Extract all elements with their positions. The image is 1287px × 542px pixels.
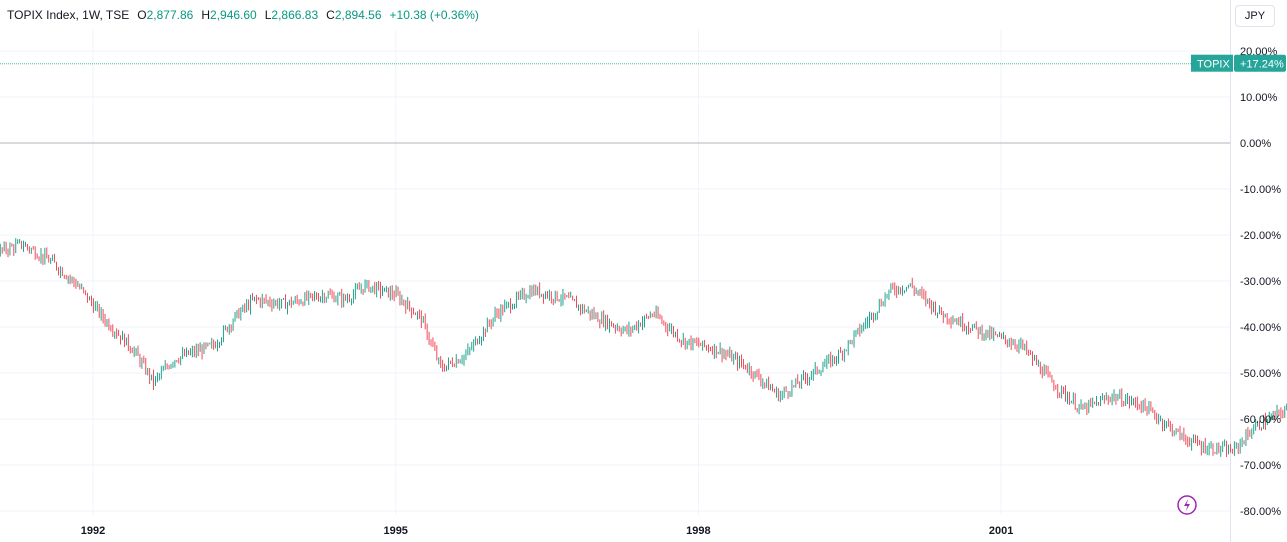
x-tick-label: 1995 xyxy=(383,525,407,537)
low-value: 2,866.83 xyxy=(271,8,319,22)
y-tick-label: -80.00% xyxy=(1240,506,1281,518)
y-tick-label: -30.00% xyxy=(1240,276,1281,288)
y-tick-label: 0.00% xyxy=(1240,138,1271,150)
y-tick-label: -20.00% xyxy=(1240,230,1281,242)
high-value: 2,946.60 xyxy=(210,8,257,22)
x-tick-label: 1998 xyxy=(686,525,710,537)
y-axis[interactable]: 20.00%10.00%0.00%-10.00%-20.00%-30.00%-4… xyxy=(1240,46,1281,518)
badge-symbol: TOPIX xyxy=(1197,59,1230,71)
low-label: L xyxy=(264,8,272,22)
candles xyxy=(0,238,1287,458)
chart-header: TOPIX Index, 1W, TSE O 2,877.86 H 2,946.60… xyxy=(7,8,487,22)
change-value: +10.38 (+0.36%) xyxy=(389,8,479,22)
high-label: H xyxy=(201,8,211,22)
x-tick-label: 2001 xyxy=(989,525,1013,537)
y-tick-label: 10.00% xyxy=(1240,92,1278,104)
open-label: O xyxy=(137,8,147,22)
badge-value-bg xyxy=(1234,54,1286,72)
y-tick-label: -40.00% xyxy=(1240,322,1281,334)
open-value: 2,877.86 xyxy=(146,8,194,22)
y-tick-label: -70.00% xyxy=(1240,460,1281,472)
badge-symbol-bg xyxy=(1191,54,1233,72)
lightning-icon[interactable] xyxy=(1177,495,1197,515)
currency-button[interactable]: JPY xyxy=(1235,5,1275,27)
badge-value: +17.24% xyxy=(1240,59,1284,71)
y-tick-label: -60.00% xyxy=(1240,414,1281,426)
symbol-title[interactable]: TOPIX Index, 1W, TSE xyxy=(7,8,130,22)
current-value-badge: TOPIX +17.24% xyxy=(1191,54,1286,72)
y-tick-label: -10.00% xyxy=(1240,184,1281,196)
close-label: C xyxy=(326,8,335,22)
y-tick-label: -50.00% xyxy=(1240,368,1281,380)
x-tick-label: 1992 xyxy=(81,525,105,537)
x-axis[interactable]: 1992199519982001200420072010201320162019… xyxy=(81,525,1287,537)
close-value: 2,894.56 xyxy=(334,8,382,22)
